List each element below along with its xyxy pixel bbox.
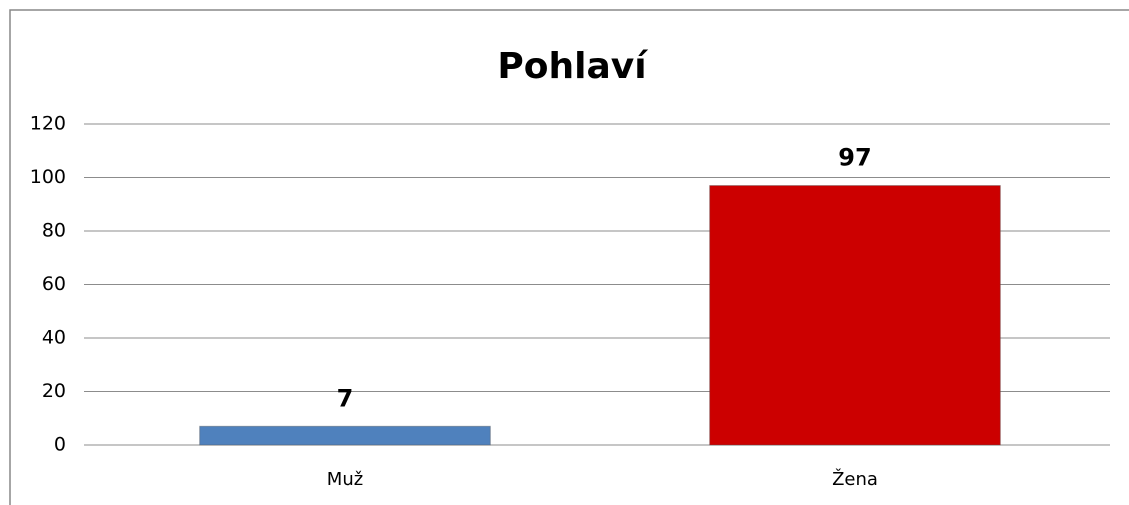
data-label: 97 [838,144,871,172]
y-tick-label: 100 [30,166,66,188]
chart-title: Pohlaví [497,46,648,87]
data-label: 7 [337,384,354,412]
y-tick-label: 20 [42,380,66,402]
y-tick-label: 40 [42,327,66,349]
x-tick-label: Žena [832,468,878,490]
y-tick-label: 80 [42,220,66,242]
chart-frame [9,9,1129,505]
bar [709,185,1001,446]
x-tick-label: Muž [327,469,363,490]
y-tick-label: 0 [54,434,66,456]
y-tick-label: 120 [30,113,66,135]
bar [199,425,491,446]
y-tick-label: 60 [42,273,66,295]
